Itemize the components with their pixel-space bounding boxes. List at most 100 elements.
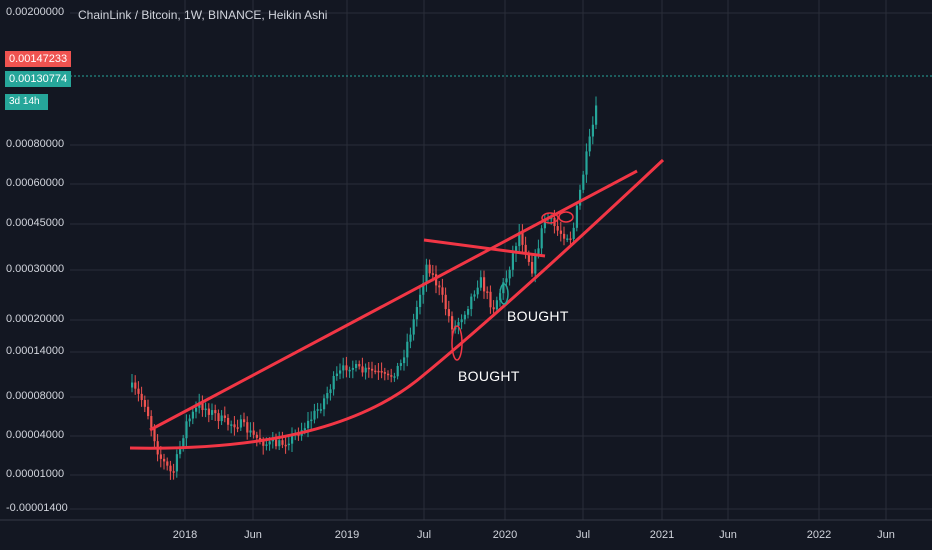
y-tick-label: 0.00080000 bbox=[6, 138, 65, 150]
candle-body bbox=[556, 226, 559, 231]
candle-body bbox=[543, 218, 546, 229]
candle-body bbox=[374, 370, 377, 373]
candle-body bbox=[595, 105, 598, 125]
candle-body bbox=[569, 238, 572, 240]
candle-body bbox=[367, 367, 370, 370]
candle-body bbox=[137, 388, 140, 394]
candle-body bbox=[431, 273, 434, 275]
candle-body bbox=[166, 461, 169, 466]
candle-body bbox=[428, 264, 431, 274]
candle-body bbox=[537, 248, 540, 254]
candle-body bbox=[479, 277, 482, 288]
candle-body bbox=[521, 231, 524, 245]
candle-body bbox=[163, 458, 166, 462]
candle-body bbox=[585, 151, 588, 175]
current-price-badge: 0.00130774 bbox=[5, 71, 71, 87]
candle-body bbox=[201, 402, 204, 411]
candle-body bbox=[335, 373, 338, 377]
candle-body bbox=[435, 274, 438, 286]
resistance-line bbox=[423, 238, 546, 258]
candle-body bbox=[403, 357, 406, 364]
candle-body bbox=[393, 376, 396, 378]
candle-body bbox=[348, 369, 351, 372]
candle-body bbox=[140, 393, 143, 401]
y-tick-label: 0.00200000 bbox=[6, 6, 65, 18]
x-tick-label: 2018 bbox=[172, 529, 198, 541]
candle-body bbox=[383, 372, 386, 374]
candle-body bbox=[425, 264, 428, 284]
candle-body bbox=[179, 446, 182, 455]
candle-body bbox=[220, 415, 223, 422]
candle-body bbox=[195, 407, 198, 412]
candle-body bbox=[572, 227, 575, 240]
circle-marker-1 bbox=[451, 325, 463, 361]
candle-body bbox=[390, 375, 393, 377]
chart-grid bbox=[0, 0, 932, 521]
candle-body bbox=[518, 231, 521, 247]
candle-body bbox=[566, 238, 569, 240]
candle-body bbox=[534, 253, 537, 274]
candle-body bbox=[246, 422, 249, 433]
candle-body bbox=[307, 420, 310, 429]
y-tick-label: 0.00045000 bbox=[6, 217, 65, 229]
candle-body bbox=[415, 307, 418, 320]
candle-body bbox=[355, 364, 358, 368]
candle-body bbox=[271, 439, 274, 442]
circle-marker-3 bbox=[558, 211, 574, 223]
candle-body bbox=[591, 124, 594, 137]
candle-body bbox=[230, 424, 233, 426]
candle-body bbox=[559, 230, 562, 234]
x-tick-label: Jun bbox=[244, 529, 262, 541]
candle-body bbox=[207, 408, 210, 415]
candle-body bbox=[147, 406, 150, 417]
candle-body bbox=[284, 444, 287, 447]
y-tick-label: 0.00004000 bbox=[6, 429, 65, 441]
y-tick-label: 0.00060000 bbox=[6, 177, 65, 189]
x-tick-label: 2022 bbox=[806, 529, 832, 541]
candle-body bbox=[227, 417, 230, 425]
candle-body bbox=[377, 370, 380, 373]
candle-body bbox=[287, 443, 290, 446]
candle-body bbox=[457, 322, 460, 326]
candle-body bbox=[150, 416, 153, 428]
candle-body bbox=[470, 296, 473, 310]
candle-body bbox=[351, 367, 354, 370]
x-tick-label: Jun bbox=[877, 529, 895, 541]
candle-body bbox=[467, 309, 470, 315]
candle-body bbox=[249, 430, 252, 433]
circle-marker-2 bbox=[541, 212, 559, 224]
candle-body bbox=[492, 307, 495, 310]
candle-body bbox=[131, 382, 134, 388]
x-tick-label: 2019 bbox=[334, 529, 360, 541]
candle-body bbox=[214, 410, 217, 414]
candle-body bbox=[444, 294, 447, 310]
candle-body bbox=[588, 136, 591, 152]
candle-body bbox=[211, 410, 214, 415]
candle-body bbox=[550, 217, 553, 220]
candle-body bbox=[345, 365, 348, 371]
candle-body bbox=[169, 465, 172, 472]
candle-body bbox=[406, 341, 409, 358]
candle-body bbox=[460, 319, 463, 323]
candle-body bbox=[441, 287, 444, 295]
candle-body bbox=[502, 282, 505, 294]
candle-body bbox=[243, 419, 246, 423]
candle-body bbox=[255, 434, 258, 438]
candle-body bbox=[223, 415, 226, 418]
candle-body bbox=[319, 409, 322, 411]
candle-body bbox=[575, 205, 578, 228]
candle-body bbox=[303, 428, 306, 431]
candle-body bbox=[361, 366, 364, 373]
x-tick-label: 2020 bbox=[492, 529, 518, 541]
candle-body bbox=[275, 439, 278, 447]
x-tick-label: Jul bbox=[575, 529, 591, 541]
candle-body bbox=[364, 367, 367, 373]
candle-body bbox=[399, 363, 402, 366]
candles bbox=[131, 96, 598, 480]
candle-body bbox=[531, 261, 534, 274]
candle-body bbox=[563, 233, 566, 239]
candle-body bbox=[153, 427, 156, 442]
candle-body bbox=[342, 365, 345, 371]
candle-body bbox=[409, 334, 412, 342]
